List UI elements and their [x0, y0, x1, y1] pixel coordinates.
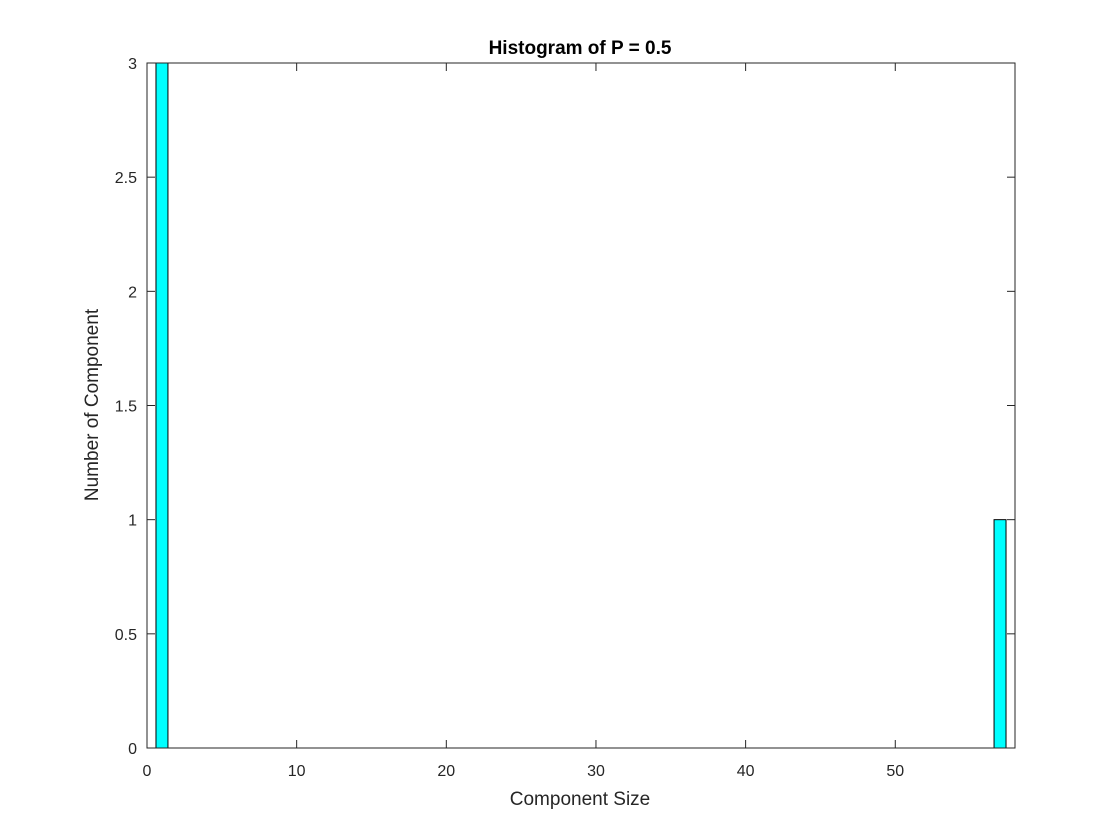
x-axis-label: Component Size [510, 789, 650, 810]
x-tick-label-0: 0 [143, 763, 152, 780]
x-tick-label-5: 50 [886, 763, 904, 780]
axes-box [146, 62, 1016, 749]
y-tick-label-4: 2 [128, 284, 137, 301]
bar-0 [155, 62, 169, 749]
y-tick-label-5: 2.5 [115, 170, 137, 187]
chart-title: Histogram of P = 0.5 [489, 38, 672, 59]
y-axis-label: Number of Component [82, 308, 103, 501]
bars-layer [155, 62, 1007, 749]
bar-1 [993, 519, 1007, 749]
y-tick-label-0: 0 [128, 741, 137, 758]
ticks-layer: 0 10 20 30 40 50 0 0.5 1 1.5 2 2.5 3 [115, 56, 1015, 780]
x-tick-label-4: 40 [737, 763, 755, 780]
y-tick-label-1: 0.5 [115, 627, 137, 644]
y-tick-label-3: 1.5 [115, 399, 137, 416]
y-tick-label-2: 1 [128, 513, 137, 530]
x-tick-label-3: 30 [587, 763, 605, 780]
x-tick-label-1: 10 [288, 763, 306, 780]
y-tick-label-6: 3 [128, 56, 137, 73]
x-tick-label-2: 20 [437, 763, 455, 780]
